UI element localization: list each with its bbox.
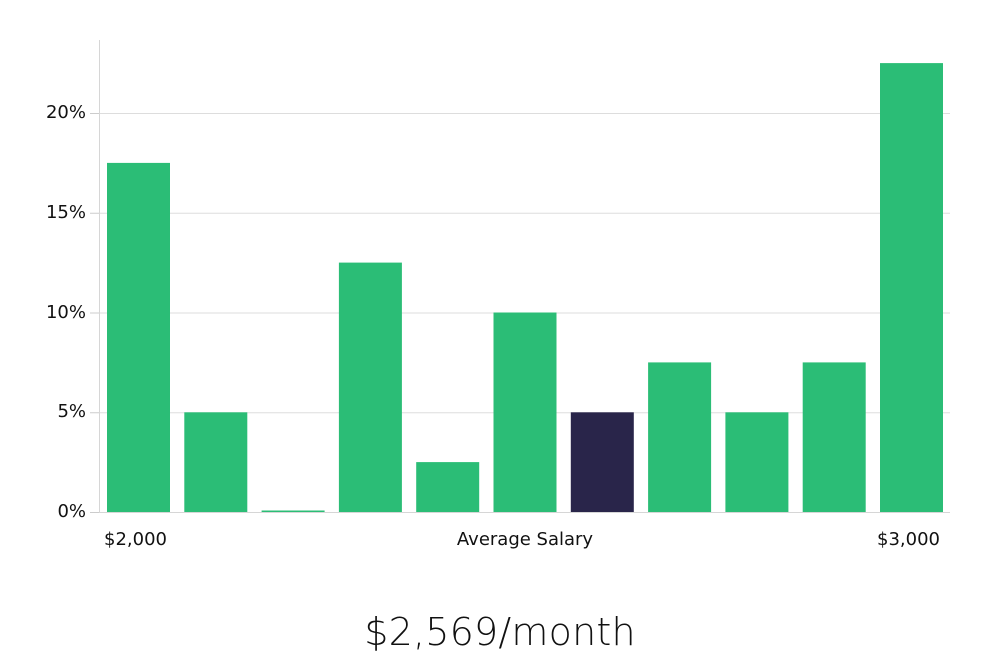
average-salary-headline: $2,569/month	[364, 610, 636, 654]
y-tick-label: 10%	[45, 301, 86, 323]
x-axis-max-label: $3,000	[877, 529, 940, 550]
y-tick-label: 5%	[57, 401, 86, 423]
x-axis-min-label: $2,000	[104, 529, 167, 550]
y-tick-label: 20%	[45, 102, 86, 123]
bar	[416, 462, 480, 512]
bar	[107, 162, 170, 512]
x-axis-title: Average Salary	[456, 529, 594, 550]
bar	[493, 312, 557, 512]
y-tick-label: 15%	[45, 201, 86, 223]
bar	[338, 262, 402, 512]
bar	[648, 362, 712, 512]
salary-histogram	[90, 40, 950, 513]
bar-highlighted	[570, 412, 634, 513]
y-tick-label: 0%	[57, 501, 86, 522]
bars	[107, 63, 943, 513]
bar	[184, 412, 248, 513]
bar	[880, 63, 943, 512]
bar	[725, 412, 789, 513]
bar	[802, 362, 866, 512]
bar	[261, 510, 325, 512]
